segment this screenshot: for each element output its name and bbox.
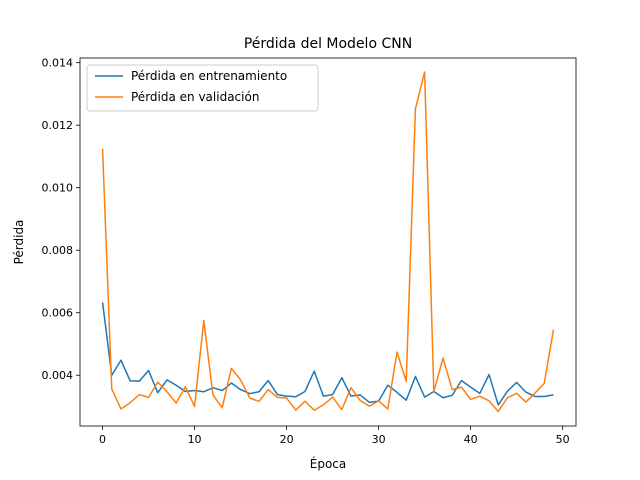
series-line-0 [101,302,554,406]
chart-title: Pérdida del Modelo CNN [244,36,412,52]
legend-label-val: Pérdida en validación [131,90,259,104]
x-axis-label: Época [310,456,347,471]
y-axis-ticks: 0.004 0.006 0.008 0.010 0.012 0.014 [42,57,80,382]
x-tick-label: 30 [372,433,386,446]
x-tick-label: 50 [556,433,570,446]
x-tick-label: 0 [99,433,106,446]
legend-box [86,64,319,112]
y-axis-label: Pérdida [12,220,26,265]
x-tick-label: 10 [188,433,202,446]
plot-area [79,57,577,427]
series-line-1 [101,71,555,413]
legend-label-train: Pérdida en entrenamiento [131,69,287,83]
plot-background [80,58,576,426]
y-tick-label: 0.012 [42,119,74,132]
y-tick-label: 0.004 [42,369,74,382]
y-tick-label: 0.010 [42,182,74,195]
x-axis-ticks: 0 10 20 30 40 50 [99,426,570,446]
legend: Pérdida en entrenamiento Pérdida en vali… [86,64,319,112]
plot-frame [79,57,577,427]
y-tick-label: 0.008 [42,244,74,257]
x-tick-label: 20 [280,433,294,446]
x-tick-label: 40 [464,433,478,446]
y-tick-label: 0.014 [42,57,74,70]
series-layer [101,71,555,413]
y-tick-label: 0.006 [42,307,74,320]
